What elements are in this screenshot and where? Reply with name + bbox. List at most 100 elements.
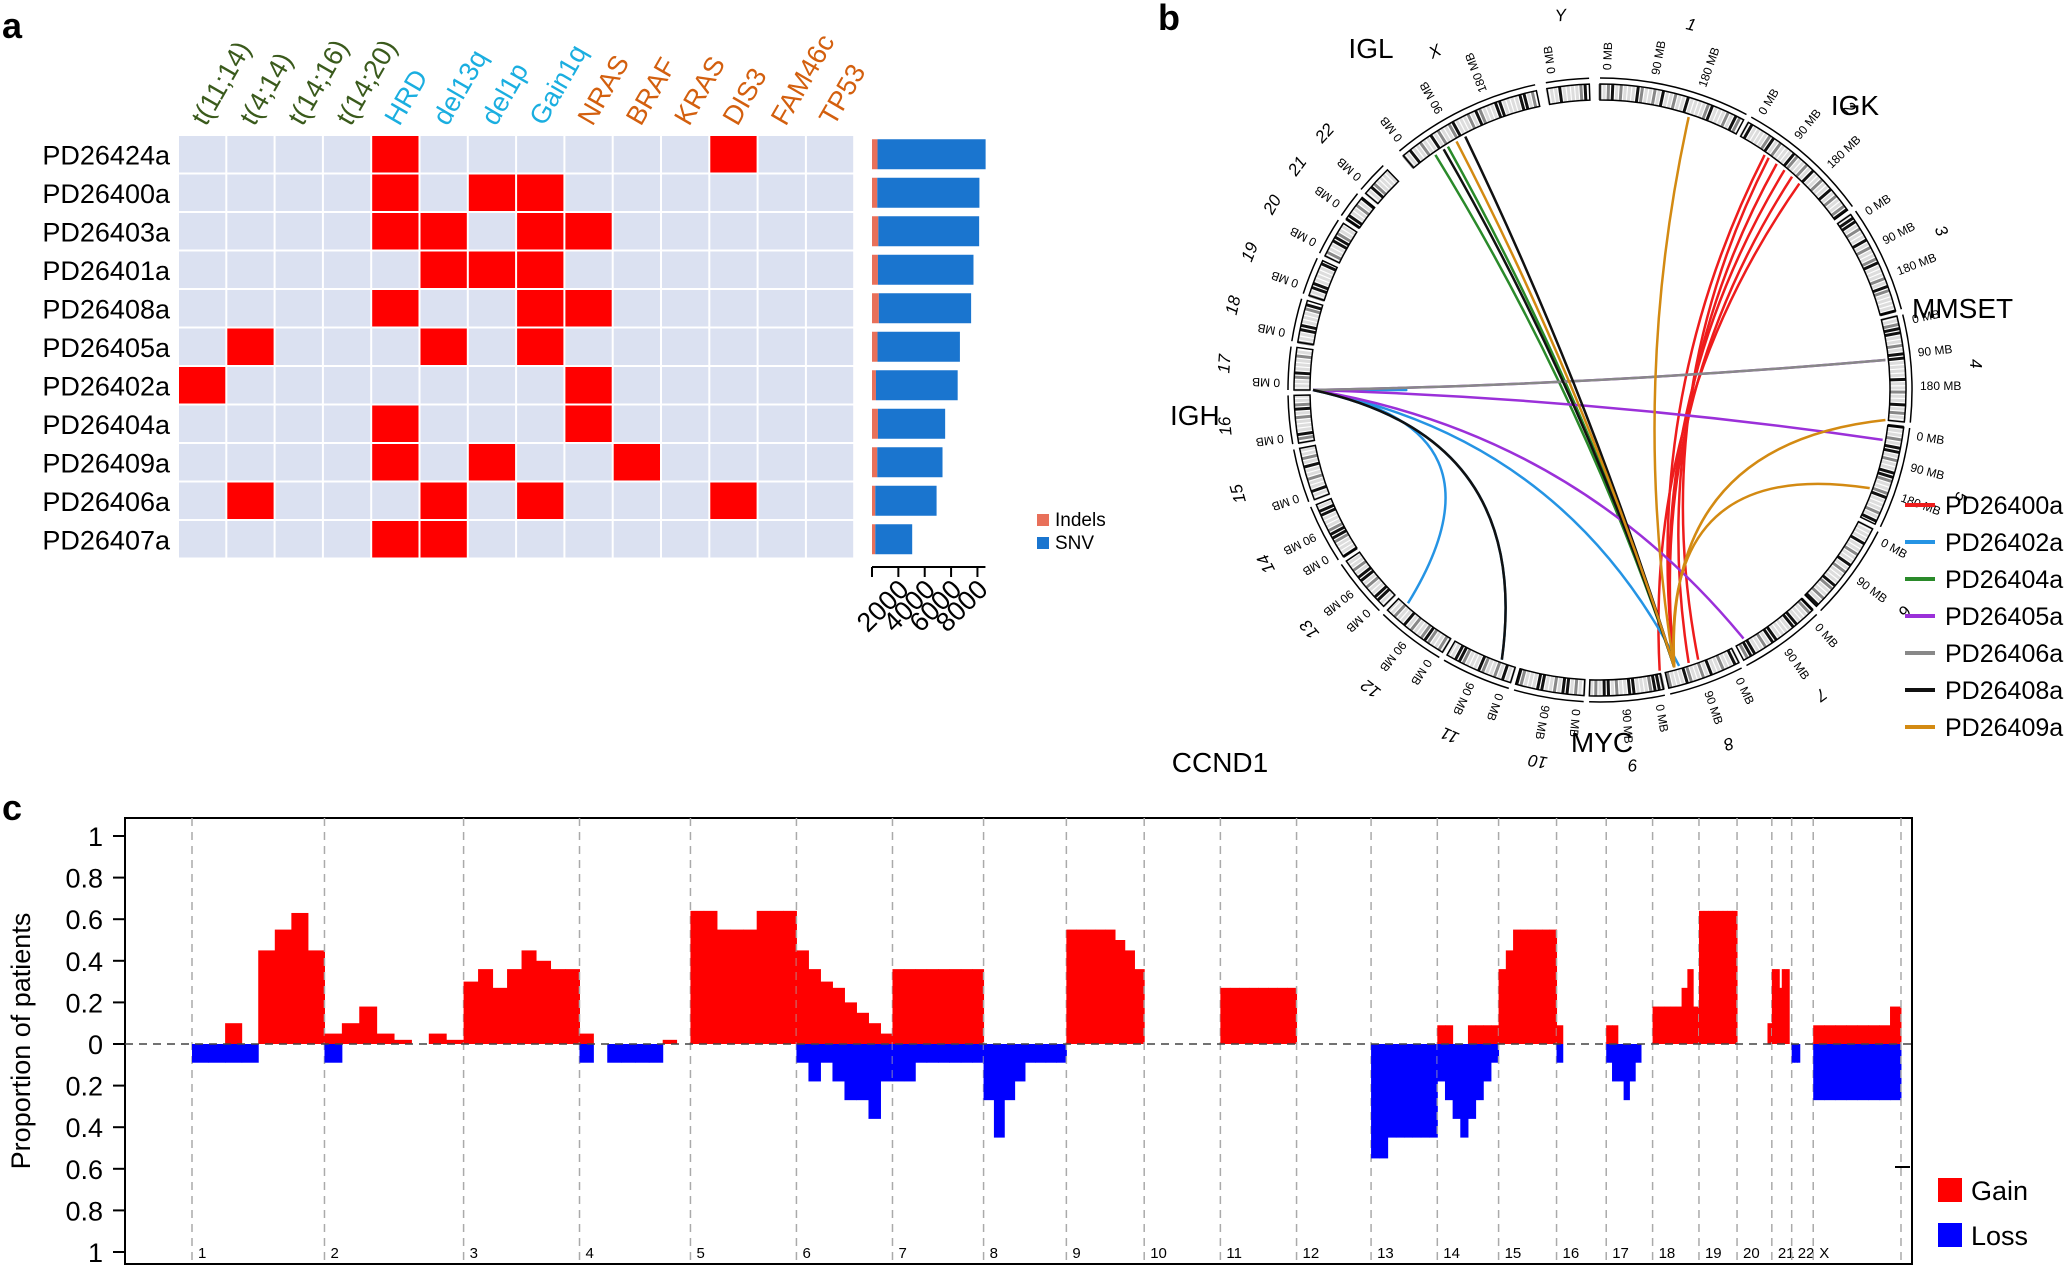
heatmap-cell [469, 367, 515, 404]
position-label: 0 MB [1653, 703, 1672, 733]
chromosome-band [1632, 678, 1634, 694]
gain-segment [1096, 930, 1106, 1044]
bar-indels-pd26403a [872, 216, 878, 246]
heatmap-cell [614, 521, 660, 558]
position-label: 90 MB [1791, 106, 1824, 142]
chromosome-band [1887, 433, 1903, 435]
heatmap-cell [227, 444, 273, 481]
chromosome-band [1302, 455, 1318, 459]
gain-segment [1115, 940, 1125, 1044]
position-label: 90 MB [1648, 39, 1668, 76]
legend-label-gain: Gain [1971, 1176, 2028, 1206]
scale-arc [1546, 78, 1589, 83]
position-label: 0 MB [1269, 268, 1300, 291]
gain-segment [1606, 1025, 1612, 1044]
chromosome-label-9: 9 [1072, 1245, 1080, 1262]
bar-snv-pd26409a [877, 447, 942, 477]
loss-segment [1460, 1044, 1468, 1138]
row-label-pd26404a: PD26404a [42, 410, 171, 440]
gain-segment [580, 1034, 594, 1044]
gain-segment [796, 950, 809, 1044]
gain-segment [730, 930, 744, 1044]
heatmap-cell [324, 290, 370, 327]
legend-label-pd26404a: PD26404a [1945, 566, 2063, 594]
heatmap-cell [614, 406, 660, 443]
y-tick-label: 0.6 [65, 905, 103, 935]
gain-segment [949, 969, 961, 1044]
gain-segment [1890, 1007, 1901, 1044]
chromosome-band [1537, 674, 1540, 690]
chromosome-band [1890, 379, 1906, 380]
gain-segment [1125, 950, 1135, 1044]
heatmap-cell [179, 252, 225, 289]
heatmap-cell [565, 252, 611, 289]
chromosome-band [1624, 679, 1625, 695]
gain-segment [1857, 1025, 1868, 1044]
gain-segment [820, 982, 833, 1044]
gain-segment [1557, 1025, 1564, 1044]
chromosome-label-15: 15 [1226, 482, 1250, 506]
panel-a: PD26424aPD26400aPD26403aPD26401aPD26408a… [42, 29, 1105, 638]
chromosome-band [1644, 88, 1646, 104]
gene-label-igh: IGH [1170, 400, 1220, 431]
heatmap-cell [276, 444, 322, 481]
chromosome-band [1889, 371, 1905, 372]
heatmap-cell [614, 213, 660, 250]
gain-segment [1824, 1025, 1835, 1044]
heatmap-cell [276, 136, 322, 173]
legend-label-loss: Loss [1971, 1221, 2028, 1251]
chromosome-band [1656, 90, 1659, 106]
row-label-pd26406a: PD26406a [42, 487, 171, 517]
panel-label-b: b [1158, 0, 1180, 38]
gain-segment [1239, 988, 1249, 1044]
chromosome-band [1532, 92, 1536, 108]
chromosome-band [1560, 87, 1562, 103]
bar-indels-pd26400a [872, 178, 877, 208]
chromosome-label-3: 3 [1931, 223, 1952, 240]
gain-segment [1682, 988, 1688, 1044]
heatmap-cell [759, 329, 805, 366]
heatmap-cell [227, 290, 273, 327]
legend-swatch-gain [1938, 1178, 1962, 1202]
legend-label-pd26408a: PD26408a [1945, 677, 2063, 705]
heatmap-cell [710, 444, 756, 481]
heatmap-cell [614, 290, 660, 327]
chromosome-8 [1665, 648, 1739, 688]
gain-segment [868, 1023, 881, 1044]
gain-segment [832, 988, 845, 1044]
gain-segment [1105, 930, 1115, 1044]
heatmap-cell [469, 444, 515, 481]
chromosome-band [1886, 341, 1902, 344]
loss-segment [1396, 1044, 1405, 1138]
chromosome-label-18: 18 [1659, 1245, 1676, 1262]
heatmap-cell [421, 483, 467, 520]
heatmap-cell [324, 521, 370, 558]
heatmap-cell [227, 136, 273, 173]
loss-segment [649, 1044, 663, 1063]
gain-segment [1713, 911, 1718, 1044]
heatmap-cell [565, 483, 611, 520]
heatmap-cell [179, 290, 225, 327]
heatmap-cell [807, 367, 853, 404]
position-label: 0 MB [1733, 675, 1758, 706]
heatmap-cell [807, 444, 853, 481]
chromosome-band [1887, 350, 1903, 352]
heatmap-cell [662, 290, 708, 327]
heatmap-cell [372, 329, 418, 366]
heatmap-cell [227, 175, 273, 212]
gain-segment [308, 950, 325, 1044]
loss-segment [1388, 1044, 1397, 1138]
chromosome-band [1664, 92, 1668, 108]
chromosome-label-12: 12 [1357, 675, 1384, 702]
heatmap-cell [517, 136, 563, 173]
loss-segment [949, 1044, 961, 1063]
position-label: 90 MB [1417, 79, 1446, 116]
loss-segment [1846, 1044, 1857, 1100]
gain-segment [464, 982, 479, 1044]
loss-segment [242, 1044, 259, 1063]
heatmap-cell [469, 406, 515, 443]
loss-segment [1437, 1044, 1445, 1081]
loss-segment [1868, 1044, 1879, 1100]
heatmap-cell [662, 329, 708, 366]
loss-segment [621, 1044, 635, 1063]
